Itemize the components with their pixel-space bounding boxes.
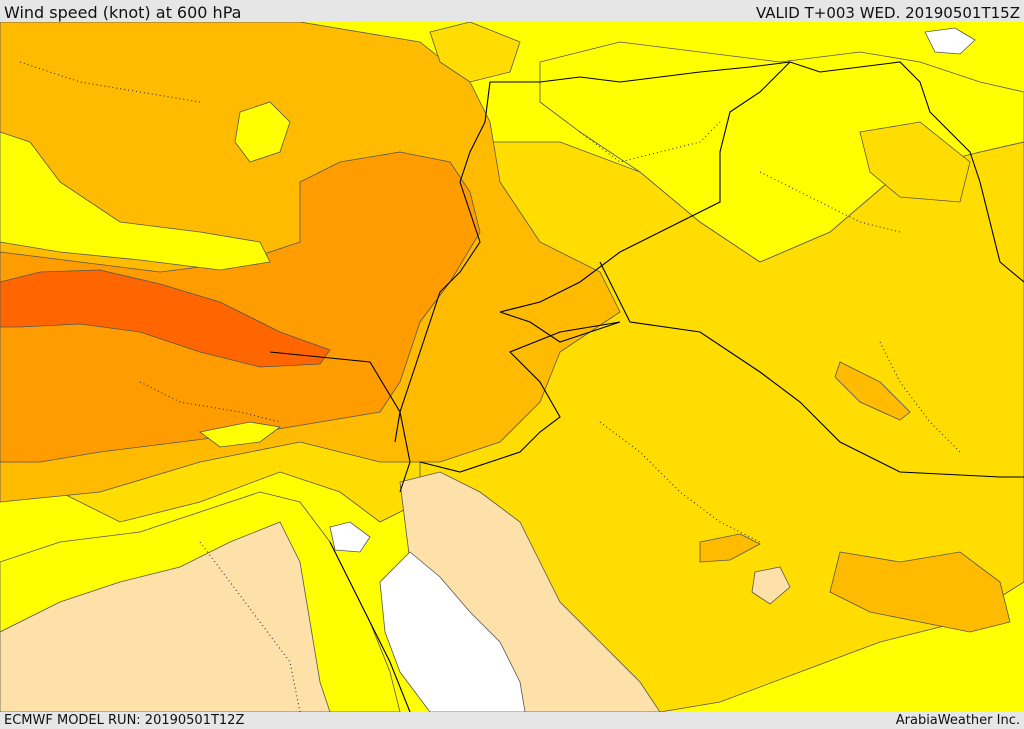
wind-speed-map	[0, 22, 1024, 712]
border-turkey-syria	[490, 61, 1024, 283]
wind-zone-light-orange-east3	[834, 361, 911, 421]
wind-zone-light-orange-east2	[699, 533, 761, 563]
border-syria-iraq	[499, 61, 791, 313]
wind-zone-yellow-blob-north	[234, 101, 291, 163]
credit-label: ArabiaWeather Inc.	[895, 713, 1020, 728]
wind-zone-white-redsea	[379, 551, 526, 712]
wind-zone-yellow-west-blob	[0, 131, 271, 271]
country-borders	[269, 61, 1024, 712]
map-title: Wind speed (knot) at 600 hPa	[4, 3, 242, 22]
wind-zone-orange	[0, 151, 481, 463]
model-run-label: ECMWF MODEL RUN: 20190501T12Z	[4, 713, 245, 728]
border-iraq-saudi	[599, 261, 1024, 478]
border-jordan	[419, 311, 621, 473]
wind-zone-dark-orange	[0, 269, 331, 368]
wind-zone-white-ne	[924, 27, 976, 55]
border-levant-coast	[394, 81, 491, 443]
wind-zone-gold-patch-n	[429, 22, 521, 83]
wind-zone-gold-patch-ne	[859, 121, 971, 203]
valid-time: VALID T+003 WED. 20190501T15Z	[755, 4, 1020, 22]
border-egypt-sinai	[269, 351, 411, 493]
border-egypt-sudan	[329, 541, 411, 712]
wind-zone-pale-blob	[751, 566, 791, 605]
wind-zone-light-orange-east	[829, 551, 1011, 633]
header-bar: Wind speed (knot) at 600 hPa VALID T+003…	[0, 0, 1024, 22]
wind-zone-yellow-ne	[539, 41, 1024, 263]
wind-zone-pale-sw	[0, 521, 331, 712]
footer-bar: ECMWF MODEL RUN: 20190501T12Z ArabiaWeat…	[0, 712, 1024, 729]
admin-boundaries	[19, 61, 961, 712]
wind-zone-yellow-blob-sinai	[199, 421, 281, 448]
wind-zone-white-gulf	[329, 521, 371, 553]
